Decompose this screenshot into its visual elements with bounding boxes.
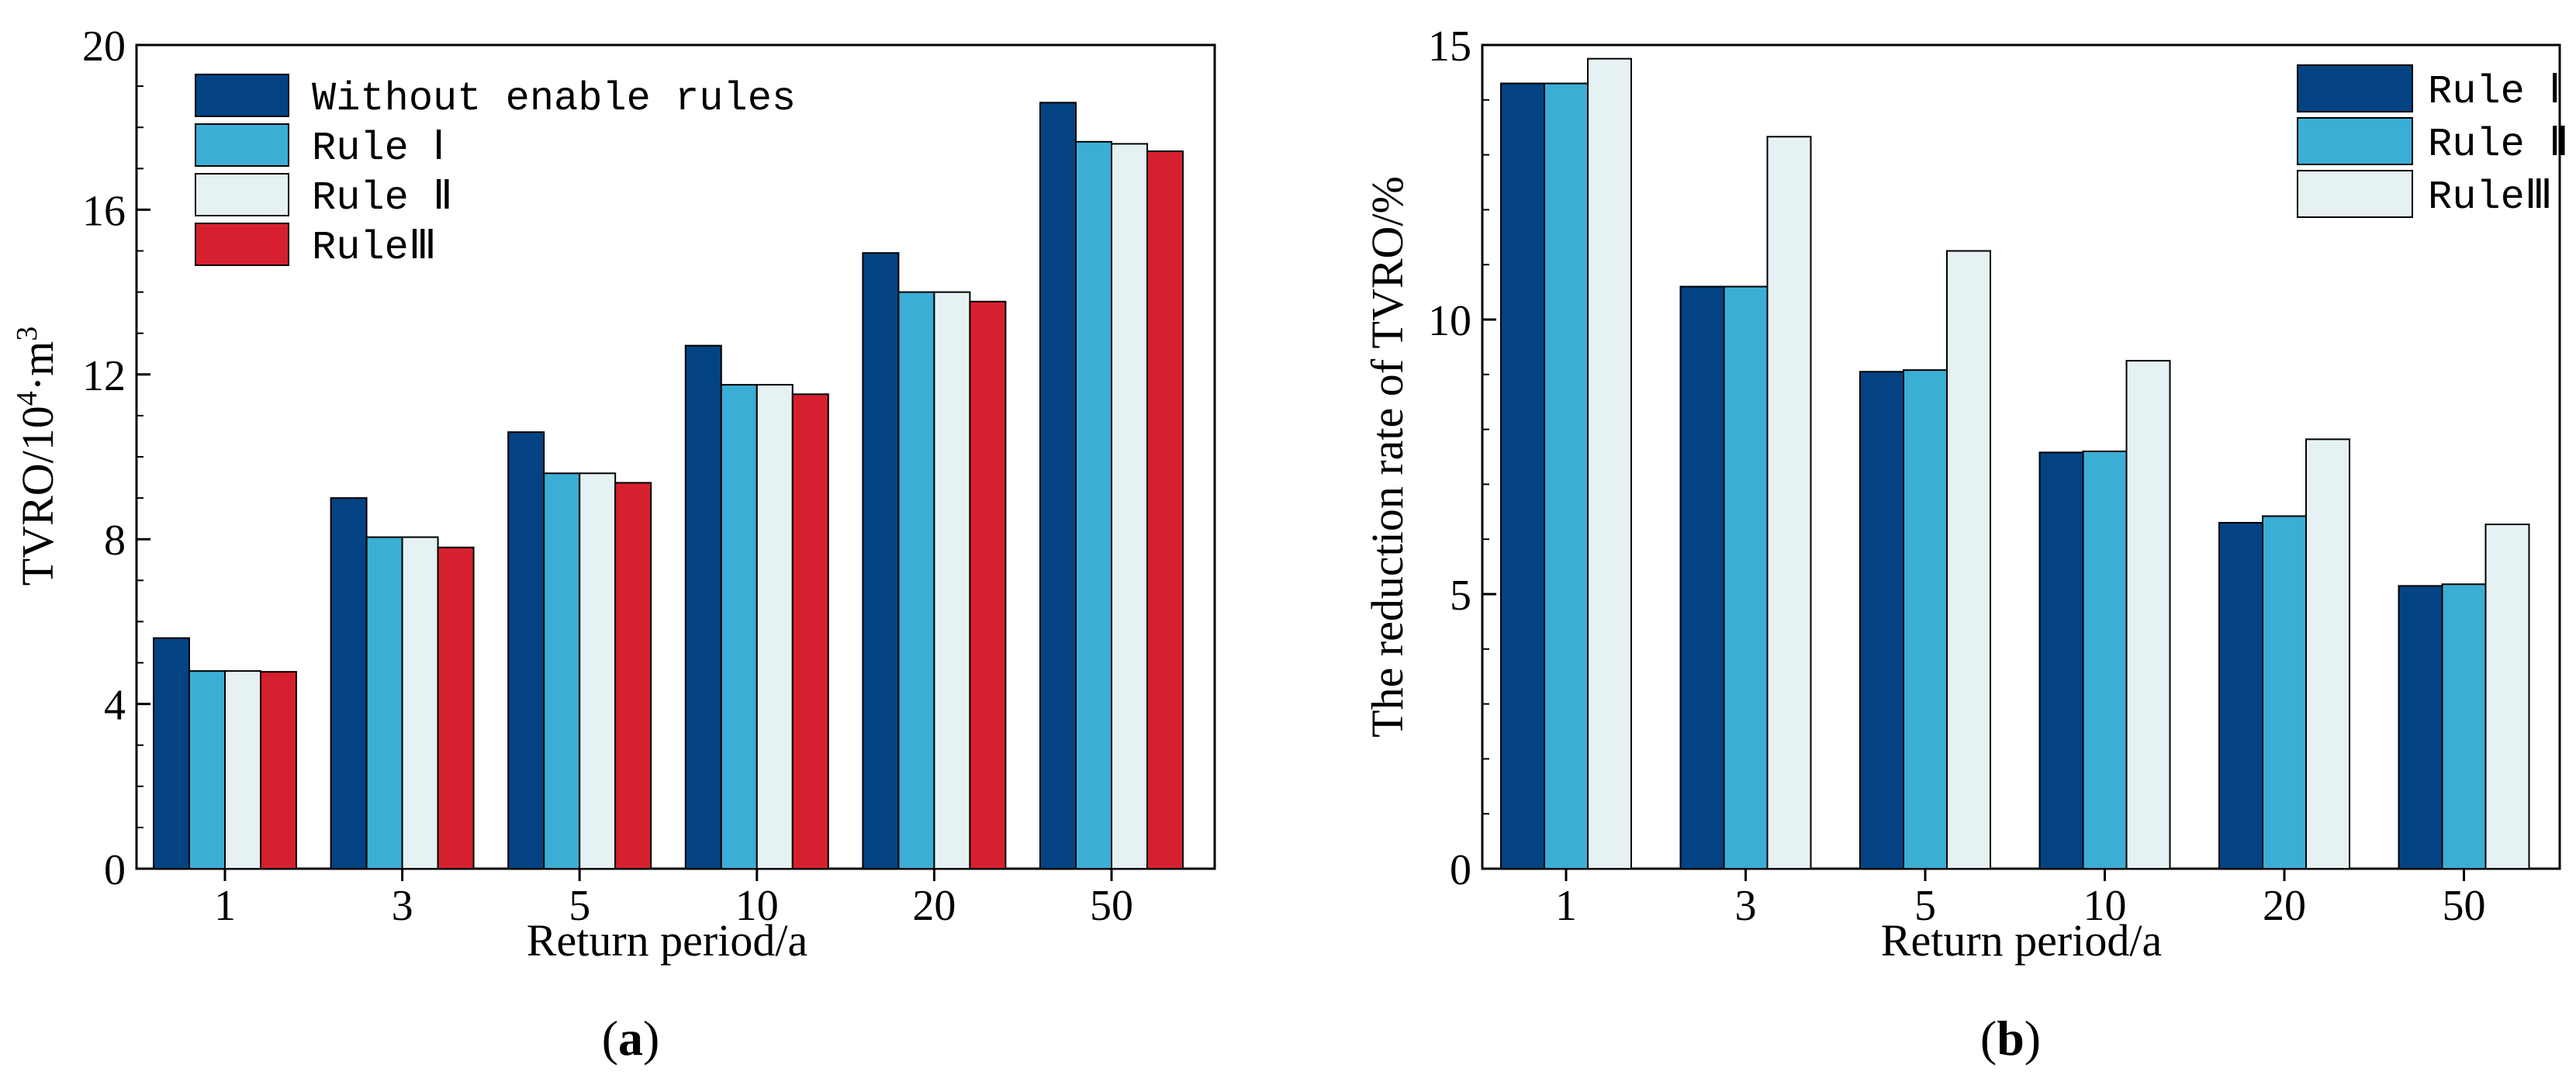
bar-b-50-series2 bbox=[2441, 583, 2487, 869]
bar-b-5-series3 bbox=[1946, 250, 1991, 869]
bar-a-10-series2 bbox=[720, 384, 758, 869]
legend-swatch-a bbox=[195, 123, 289, 167]
bars-b bbox=[1500, 57, 2530, 870]
panel-letter-b: b bbox=[1997, 1011, 2024, 1066]
x-ticks-a: 1 3 5 10 20 50 bbox=[214, 869, 1133, 930]
legend-swatch-b bbox=[2297, 64, 2413, 112]
bar-b-3-series1 bbox=[1679, 285, 1725, 869]
legend-swatch-b bbox=[2297, 170, 2413, 218]
bar-b-5-series1 bbox=[1859, 371, 1904, 869]
legend-label-a: Rule Ⅰ bbox=[312, 126, 444, 171]
bar-b-3-series3 bbox=[1766, 136, 1812, 869]
x-tick-label-b: 1 bbox=[1555, 882, 1577, 930]
y-tick-label-b: 10 bbox=[1428, 297, 1471, 345]
x-tick-label-a: 10 bbox=[735, 882, 779, 930]
bar-b-10-series3 bbox=[2125, 360, 2171, 870]
bar-b-1-series1 bbox=[1500, 82, 1545, 869]
bar-a-3-series3 bbox=[401, 536, 439, 869]
bar-b-1-series3 bbox=[1587, 57, 1632, 870]
x-ticks-b: 1 3 5 10 20 50 bbox=[1555, 869, 2486, 930]
legend-swatch-b bbox=[2297, 117, 2413, 165]
bar-b-3-series2 bbox=[1723, 285, 1769, 869]
legend-swatch-a bbox=[195, 173, 289, 216]
legend-label-b: RuleⅢ bbox=[2428, 175, 2553, 220]
legend-b: Rule Ⅰ Rule Ⅱ RuleⅢ bbox=[2297, 64, 2569, 220]
x-tick-label-a: 50 bbox=[1090, 882, 1133, 930]
bar-b-50-series3 bbox=[2484, 524, 2530, 869]
legend-swatch-a bbox=[195, 223, 289, 266]
x-tick-label-a: 1 bbox=[214, 882, 236, 930]
bar-a-20-series4 bbox=[969, 300, 1007, 869]
x-tick-label-b: 50 bbox=[2443, 882, 2486, 930]
bar-b-5-series2 bbox=[1903, 369, 1948, 869]
bar-a-20-series2 bbox=[897, 291, 935, 870]
bar-b-20-series2 bbox=[2262, 515, 2307, 869]
bar-a-1-series4 bbox=[260, 671, 297, 869]
bar-a-3-series2 bbox=[365, 536, 403, 869]
bar-a-20-series1 bbox=[862, 252, 900, 869]
x-axis-title-b: Return period/a bbox=[1881, 915, 2162, 966]
x-tick-label-b: 20 bbox=[2263, 882, 2306, 930]
x-tick-label-a: 5 bbox=[569, 882, 590, 930]
y-ticks-a: 0 4 8 12 16 20 bbox=[82, 22, 150, 894]
y-axis-title-b: The reduction rate of TVRO/% bbox=[1362, 176, 1412, 738]
bar-b-50-series1 bbox=[2398, 585, 2443, 869]
bar-a-10-series4 bbox=[791, 393, 829, 869]
y-tick-label-a: 16 bbox=[82, 187, 126, 235]
bar-a-1-series2 bbox=[188, 670, 226, 869]
bar-b-10-series1 bbox=[2038, 451, 2084, 869]
bar-a-1-series1 bbox=[153, 637, 190, 869]
panel-label-b: (b) bbox=[1980, 1011, 2041, 1066]
bar-a-10-series1 bbox=[684, 344, 722, 869]
bar-b-20-series3 bbox=[2305, 438, 2350, 869]
legend-label-a: RuleⅢ bbox=[312, 225, 437, 271]
bar-a-5-series3 bbox=[579, 472, 617, 869]
y-tick-label-a: 20 bbox=[82, 22, 126, 71]
chart-panel-b: 0 5 10 15 1 3 5 10 20 50 Return period/a The red… bbox=[1362, 22, 2569, 1066]
chart-panel-a: 0 4 8 12 16 20 1 3 5 10 20 50 Return period/a TVRO… bbox=[11, 22, 1216, 1066]
bar-a-20-series3 bbox=[933, 291, 971, 870]
y-tick-label-a: 12 bbox=[82, 352, 126, 400]
bar-a-50-series1 bbox=[1039, 102, 1077, 869]
bar-a-5-series2 bbox=[543, 472, 581, 869]
bar-b-1-series2 bbox=[1544, 82, 1589, 869]
x-tick-label-a: 20 bbox=[912, 882, 956, 930]
x-tick-label-b: 5 bbox=[1914, 882, 1936, 930]
legend-label-a: Without enable rules bbox=[312, 76, 796, 122]
x-tick-label-b: 3 bbox=[1735, 882, 1757, 930]
plot-frame-b bbox=[1481, 43, 2561, 870]
bar-b-20-series1 bbox=[2218, 521, 2263, 870]
bar-a-3-series1 bbox=[330, 497, 368, 869]
bar-a-50-series3 bbox=[1111, 143, 1148, 869]
x-tick-label-b: 10 bbox=[2083, 882, 2127, 930]
bar-a-5-series4 bbox=[614, 482, 652, 869]
y-axis-title-a: TVRO/104·m3 bbox=[11, 327, 63, 586]
y-tick-label-b: 5 bbox=[1450, 572, 1471, 620]
bar-a-5-series1 bbox=[507, 431, 545, 869]
bar-b-10-series2 bbox=[2082, 450, 2128, 869]
bar-a-50-series4 bbox=[1146, 150, 1184, 870]
y-tick-label-b: 15 bbox=[1428, 22, 1471, 71]
legend-swatch-a bbox=[195, 74, 289, 117]
legend-label-b: Rule Ⅰ bbox=[2428, 69, 2560, 115]
bar-a-1-series3 bbox=[224, 670, 261, 869]
x-axis-title-a: Return period/a bbox=[527, 915, 807, 966]
bar-a-3-series4 bbox=[437, 546, 475, 869]
panel-label-a: (a) bbox=[602, 1011, 660, 1066]
y-tick-label-a: 4 bbox=[104, 682, 126, 730]
y-tick-label-a: 0 bbox=[104, 846, 126, 894]
y-tick-label-b: 0 bbox=[1450, 846, 1471, 894]
legend-label-a: Rule Ⅱ bbox=[312, 175, 453, 221]
bars-a bbox=[153, 102, 1184, 870]
x-tick-label-a: 3 bbox=[392, 882, 413, 930]
bar-a-10-series3 bbox=[756, 384, 794, 869]
legend-label-b: Rule Ⅱ bbox=[2428, 122, 2569, 168]
y-tick-label-a: 8 bbox=[104, 517, 126, 565]
bar-a-50-series2 bbox=[1075, 140, 1112, 870]
y-ticks-b: 0 5 10 15 bbox=[1428, 22, 1496, 894]
panel-letter-a: a bbox=[618, 1011, 643, 1066]
